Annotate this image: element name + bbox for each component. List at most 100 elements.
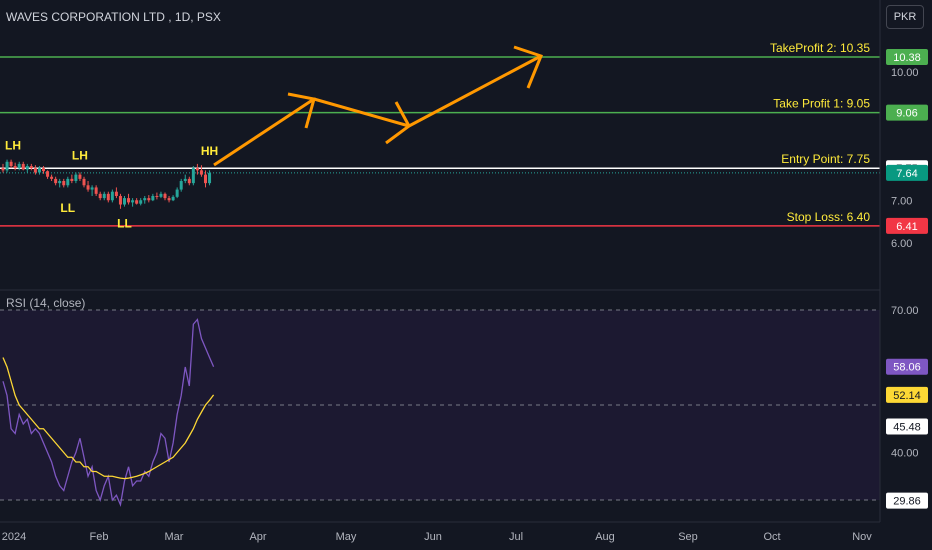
time-tick-label: Jul (509, 531, 523, 543)
candle-body (208, 172, 212, 184)
arrow-head (513, 45, 543, 89)
level-badge-bg (886, 49, 928, 66)
rsi-badge-bg (886, 358, 928, 375)
candle-body (187, 178, 191, 184)
level-badge: 6.41 (886, 217, 928, 234)
candle-body (70, 178, 74, 182)
pivot-label: HH (201, 144, 218, 158)
candle-body (167, 198, 171, 201)
candle-body (58, 181, 62, 184)
level-label: Take Profit 1: 9.05 (773, 97, 870, 111)
level-label: TakeProfit 2: 10.35 (770, 41, 870, 55)
candle-body (123, 198, 126, 205)
candle-body (191, 168, 195, 184)
candle-body (50, 176, 54, 179)
candle-body (98, 193, 102, 199)
level-badge: 9.06 (886, 104, 928, 121)
candle-body (147, 198, 151, 201)
candle-body (114, 191, 118, 196)
candle-body (139, 200, 143, 204)
level-label: Entry Point: 7.75 (781, 152, 870, 166)
rsi-badge-text: 58.06 (893, 362, 921, 374)
level-badge: 10.38 (886, 49, 928, 66)
candle-body (74, 174, 78, 182)
price-tick-label: 10.00 (891, 67, 919, 79)
candle-body (66, 178, 70, 186)
candle-body (86, 185, 90, 190)
candle-body (21, 163, 25, 170)
level-badge-text: 6.41 (896, 221, 917, 233)
level-badge-text: 9.06 (896, 108, 917, 120)
candle-body (9, 161, 13, 167)
candle-body (131, 200, 135, 203)
level-badge-bg (886, 104, 928, 121)
rsi-badge-bg (886, 386, 928, 403)
candle-body (37, 168, 41, 173)
candle-body (82, 178, 86, 186)
candle-body (33, 168, 37, 173)
time-tick-label: Sep (678, 531, 698, 543)
price-tick-label: 7.00 (891, 195, 912, 207)
candle-body (204, 174, 207, 184)
candle-body (46, 171, 50, 177)
candle-body (29, 166, 33, 169)
candle-body (195, 168, 199, 171)
symbol-title[interactable]: WAVES CORPORATION LTD , 1D, PSX (6, 10, 221, 24)
last-price-badge-bg (886, 164, 928, 181)
rsi-tick-label: 70.00 (891, 305, 919, 317)
time-tick-label: Feb (90, 531, 109, 543)
candle-body (42, 168, 45, 172)
candle-body (163, 193, 167, 199)
candle-body (54, 178, 58, 184)
candle-body (118, 195, 122, 205)
candle-body (127, 198, 131, 203)
time-tick-label: Nov (852, 531, 872, 543)
candle-body (102, 193, 106, 199)
currency-button[interactable]: PKR (886, 5, 924, 29)
time-tick-label: Aug (595, 531, 615, 543)
price-tick-label: 6.00 (891, 238, 912, 250)
time-tick-label: May (336, 531, 357, 543)
candle-body (179, 181, 183, 190)
candle-body (94, 187, 98, 194)
rsi-series-line (2, 357, 215, 480)
rsi-indicator-title[interactable]: RSI (14, close) (6, 296, 86, 310)
candle-body (135, 200, 139, 204)
candle-body (106, 193, 110, 201)
pivot-label: LH (5, 139, 21, 153)
level-label: Stop Loss: 6.40 (787, 210, 871, 224)
level-badge-text: 10.38 (893, 52, 921, 64)
rsi-badge-text: 29.86 (893, 496, 921, 508)
candle-body (110, 191, 114, 201)
rsi-badge-text: 45.48 (893, 421, 921, 433)
candle-body (25, 166, 29, 170)
time-tick-label: Jun (424, 531, 442, 543)
time-tick-label: Mar (165, 531, 184, 543)
candle-body (143, 198, 147, 201)
rsi-badge-text: 52.14 (893, 390, 921, 402)
last-price-badge-text: 7.64 (896, 168, 917, 180)
candle-body (155, 195, 159, 197)
pivot-label: LL (117, 217, 132, 231)
candle-body (13, 166, 17, 169)
candle-body (90, 187, 94, 190)
candle-body (171, 196, 175, 201)
candle-body (175, 189, 179, 197)
level-badge-bg (886, 217, 928, 234)
time-tick-label: 2024 (2, 531, 26, 543)
rsi-badge-bg (886, 418, 928, 435)
candle-body (151, 195, 155, 201)
arrow-head (287, 92, 316, 129)
time-tick-label: Apr (249, 531, 266, 543)
time-tick-label: Oct (763, 531, 780, 543)
candle-body (183, 178, 187, 182)
candle-body (17, 163, 21, 169)
rsi-badge-bg (886, 492, 928, 509)
pivot-label: LL (60, 201, 75, 215)
projection-arrow (213, 54, 542, 167)
rsi-tick-label: 40.00 (891, 448, 919, 460)
candle-body (62, 181, 66, 186)
candle-body (159, 193, 163, 197)
